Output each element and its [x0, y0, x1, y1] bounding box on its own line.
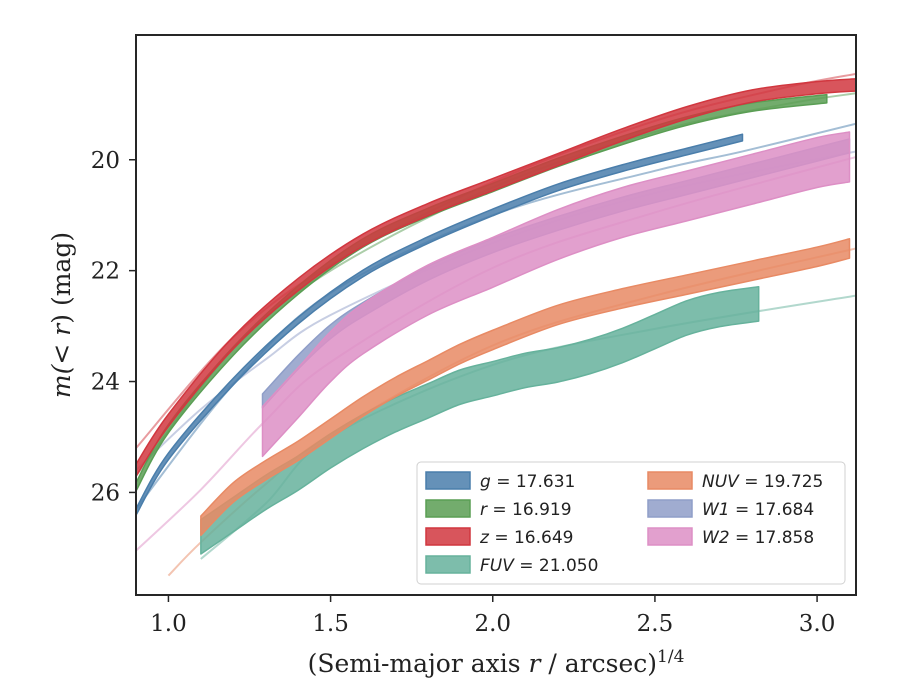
x-tick-label: 2.5 [637, 611, 674, 637]
legend-label-nuv: NUV = 19.725 [702, 472, 823, 492]
band-z [136, 78, 856, 478]
legend-box [416, 461, 846, 585]
legend-swatch-z [425, 527, 471, 546]
legend-swatch-fuv [425, 555, 471, 574]
x-axis-label-exponent: 1/4 [657, 647, 684, 667]
x-tick-label: 1.5 [312, 611, 349, 637]
y-tick-label: 22 [91, 259, 120, 285]
legend-label-z: z = 16.649 [479, 528, 573, 548]
legend-swatch-nuv [647, 471, 693, 490]
band-nuv [200, 238, 851, 537]
y-axis: 20 22 24 26 [91, 148, 136, 506]
x-axis-label-pre: (Semi-major axis [308, 649, 529, 678]
legend-label-w2: W2 = 17.858 [702, 528, 814, 548]
x-tick-label: 3.0 [799, 611, 836, 637]
y-axis-label: m(< r) (mag) [47, 232, 76, 398]
x-axis-label: (Semi-major axis r / arcsec)1/4 [308, 647, 685, 678]
x-axis-label-post: / arcsec) [540, 649, 657, 678]
legend: g = 17.631 r = 16.919 z = 16.649 FUV = 21.0… [416, 461, 846, 585]
x-tick-label: 1.0 [150, 611, 187, 637]
legend-swatch-g [425, 471, 471, 490]
plot-frame [135, 34, 857, 596]
y-axis-label-var: r [47, 322, 76, 336]
legend-label-w1: W1 = 17.684 [702, 500, 814, 520]
legend-swatch-r [425, 499, 471, 518]
x-tick-label: 2.0 [474, 611, 511, 637]
band-g [136, 133, 744, 516]
legend-label-fuv: FUV = 21.050 [480, 556, 598, 576]
legend-swatch-w2 [647, 527, 693, 546]
x-axis: 1.0 1.5 2.0 2.5 3.0 [150, 595, 835, 637]
legend-label-r: r = 16.919 [480, 500, 572, 520]
y-axis-label-pre: m(< [47, 336, 76, 398]
y-tick-label: 26 [91, 480, 120, 506]
plot-series-layer [136, 72, 856, 577]
y-tick-label: 24 [91, 370, 120, 396]
band-w2 [261, 131, 851, 458]
x-axis-label-var: r [529, 649, 543, 678]
legend-swatch-w1 [647, 499, 693, 518]
y-axis-label-post: ) (mag) [47, 232, 76, 324]
y-tick-label: 20 [91, 148, 120, 174]
legend-label-g: g = 17.631 [480, 472, 575, 492]
